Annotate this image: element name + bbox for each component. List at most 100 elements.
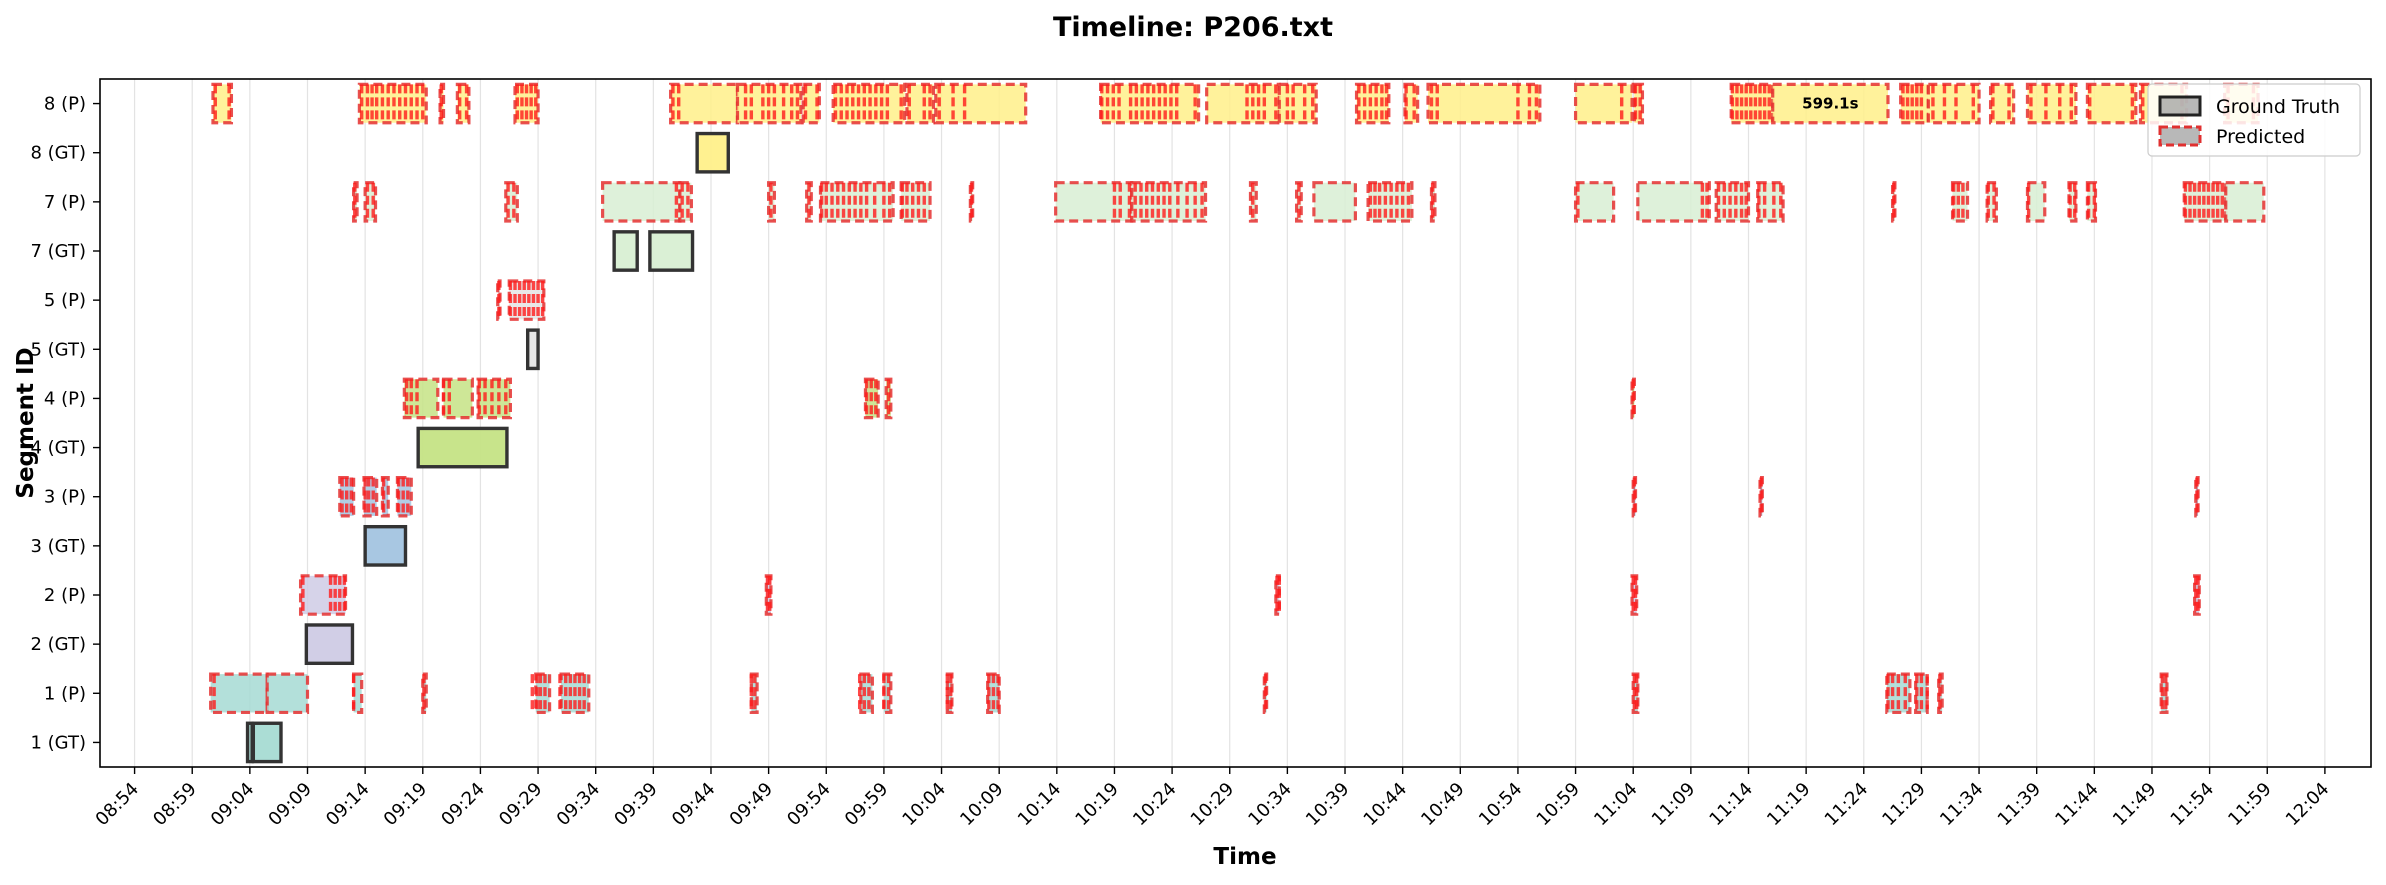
y-tick-label: 4 (GT) [30,438,86,459]
predicted-bar-seg-7 [1636,181,1711,223]
predicted-bar-seg-2 [298,574,348,616]
plot-frame [99,78,2372,768]
x-tick-label: 11:04 [1590,779,1642,831]
predicted-bar-seg-8 [1205,82,1281,125]
predicted-bar-seg-8 [669,82,740,125]
x-tick-label: 10:14 [1014,779,1066,831]
legend-swatch-ground-truth [2158,95,2202,117]
x-tick-label: 09:29 [495,779,547,831]
y-tick-label: 8 (GT) [30,143,86,164]
ground-truth-bars [245,131,730,764]
predicted-bar-seg-8 [1573,82,1634,125]
x-tick-label: 10:29 [1187,779,1239,831]
predicted-bar-seg-1 [209,672,269,715]
y-tick-label: 5 (P) [44,290,86,311]
predicted-bar-seg-8 [1099,82,1201,125]
x-tick-label: 09:24 [437,779,489,831]
legend-label-ground-truth: Ground Truth [2216,96,2340,118]
chart-title: Timeline: P206.txt [1053,12,1333,43]
y-tick-label: 3 (P) [44,487,86,508]
predicted-bar-seg-1 [859,672,874,715]
predicted-bar-seg-8 [1354,82,1391,125]
y-tick-label: 5 (GT) [30,339,86,360]
x-tick-label: 09:19 [380,779,432,831]
x-tick-label: 10:09 [956,779,1008,831]
x-tick-label: 08:59 [149,779,201,831]
y-tick-label: 7 (P) [44,192,86,213]
ground-truth-bar-seg-5 [525,328,540,371]
x-tick-label: 11:39 [1994,779,2046,831]
x-tick-label: 10:49 [1417,779,1469,831]
x-tick-label: 12:04 [2282,779,2334,831]
x-tick-label: 11:24 [1821,779,1873,831]
x-tick-label: 09:34 [553,779,605,831]
x-tick-label: 11:34 [1936,779,1988,831]
ground-truth-bar-seg-1 [245,721,254,764]
predicted-bar-seg-8 [455,82,471,125]
ground-truth-bar-seg-3 [363,524,408,567]
y-tick-label: 4 (P) [44,388,86,409]
x-tick-label: 11:59 [2224,779,2276,831]
x-tick-label: 10:24 [1129,779,1181,831]
predicted-bar-seg-8 [2025,82,2078,125]
y-tick-label: 1 (P) [44,683,86,704]
predicted-bar-seg-7 [1312,181,1357,223]
x-axis-label: Time [1213,844,1276,870]
predicted-bar-seg-8 [934,82,1028,125]
x-tick-label: 11:29 [1878,779,1930,831]
ground-truth-bar-seg-7 [612,230,639,272]
legend-swatch-predicted [2158,125,2202,147]
x-tick-label: 10:34 [1244,779,1296,831]
predicted-bar-seg-7 [1714,181,1751,223]
x-tick-label: 09:09 [264,779,316,831]
predicted-bar-seg-4 [402,377,440,420]
predicted-bar-seg-3 [380,475,390,518]
ground-truth-bar-seg-1 [251,721,283,764]
predicted-bar-seg-7 [601,181,682,223]
x-tick-label: 10:39 [1302,779,1354,831]
ground-truth-bar-seg-4 [416,426,509,469]
y-tick-label: 2 (P) [44,585,86,606]
predicted-tick-marks [212,84,2256,713]
x-tick-label: 10:54 [1475,779,1527,831]
x-tick-label: 11:54 [2167,779,2219,831]
ground-truth-bar-seg-2 [304,623,355,666]
predicted-bar-seg-8 [2085,82,2138,125]
x-tick-label: 09:49 [726,779,778,831]
predicted-bar-seg-7 [2224,181,2266,223]
x-tick-label: 11:19 [1763,779,1815,831]
y-tick-label: 3 (GT) [30,536,86,557]
y-tick-label: 1 (GT) [30,732,86,753]
x-axis-ticks: 08:54 08:59 09:04 09:09 09:14 09:19 09:24 09:29… [92,767,2334,831]
x-tick-label: 11:09 [1648,779,1700,831]
y-axis-label: Segment ID [13,347,39,498]
predicted-bar-seg-8 [1426,82,1542,125]
y-axis-ticks: 1 (GT) 1 (P) 2 (GT) 2 (P) 3 (GT) 3 (P) 4 (GT) 4… [30,94,100,753]
x-tick-label: 10:44 [1360,779,1412,831]
predicted-bar-seg-7 [1756,181,1785,223]
grid-lines [133,79,2326,767]
x-tick-label: 09:04 [207,779,259,831]
predicted-bar-seg-1 [2159,672,2169,715]
legend: Ground Truth Predicted [2147,83,2361,157]
x-tick-label: 09:44 [668,779,720,831]
x-tick-label: 08:54 [92,779,144,831]
legend-label-predicted: Predicted [2216,126,2305,148]
predicted-bar-seg-8 [1926,82,1981,125]
annotations: 599.1s [1802,95,1858,113]
x-tick-label: 10:19 [1071,779,1123,831]
predicted-bar-seg-8 [801,82,821,125]
predicted-bar-seg-8 [1277,82,1318,125]
y-tick-label: 7 (GT) [30,241,86,262]
predicted-bar-seg-7 [678,181,693,223]
x-tick-label: 09:59 [841,779,893,831]
x-tick-label: 09:54 [783,779,835,831]
predicted-bar-seg-7 [363,181,378,223]
ground-truth-bar-seg-7 [648,230,695,272]
predicted-bar-seg-8 [1771,82,1890,125]
ground-truth-bar-seg-8 [695,131,730,174]
x-tick-label: 11:14 [1705,779,1757,831]
predicted-bar-seg-8 [211,82,234,125]
x-tick-label: 11:49 [2109,779,2161,831]
